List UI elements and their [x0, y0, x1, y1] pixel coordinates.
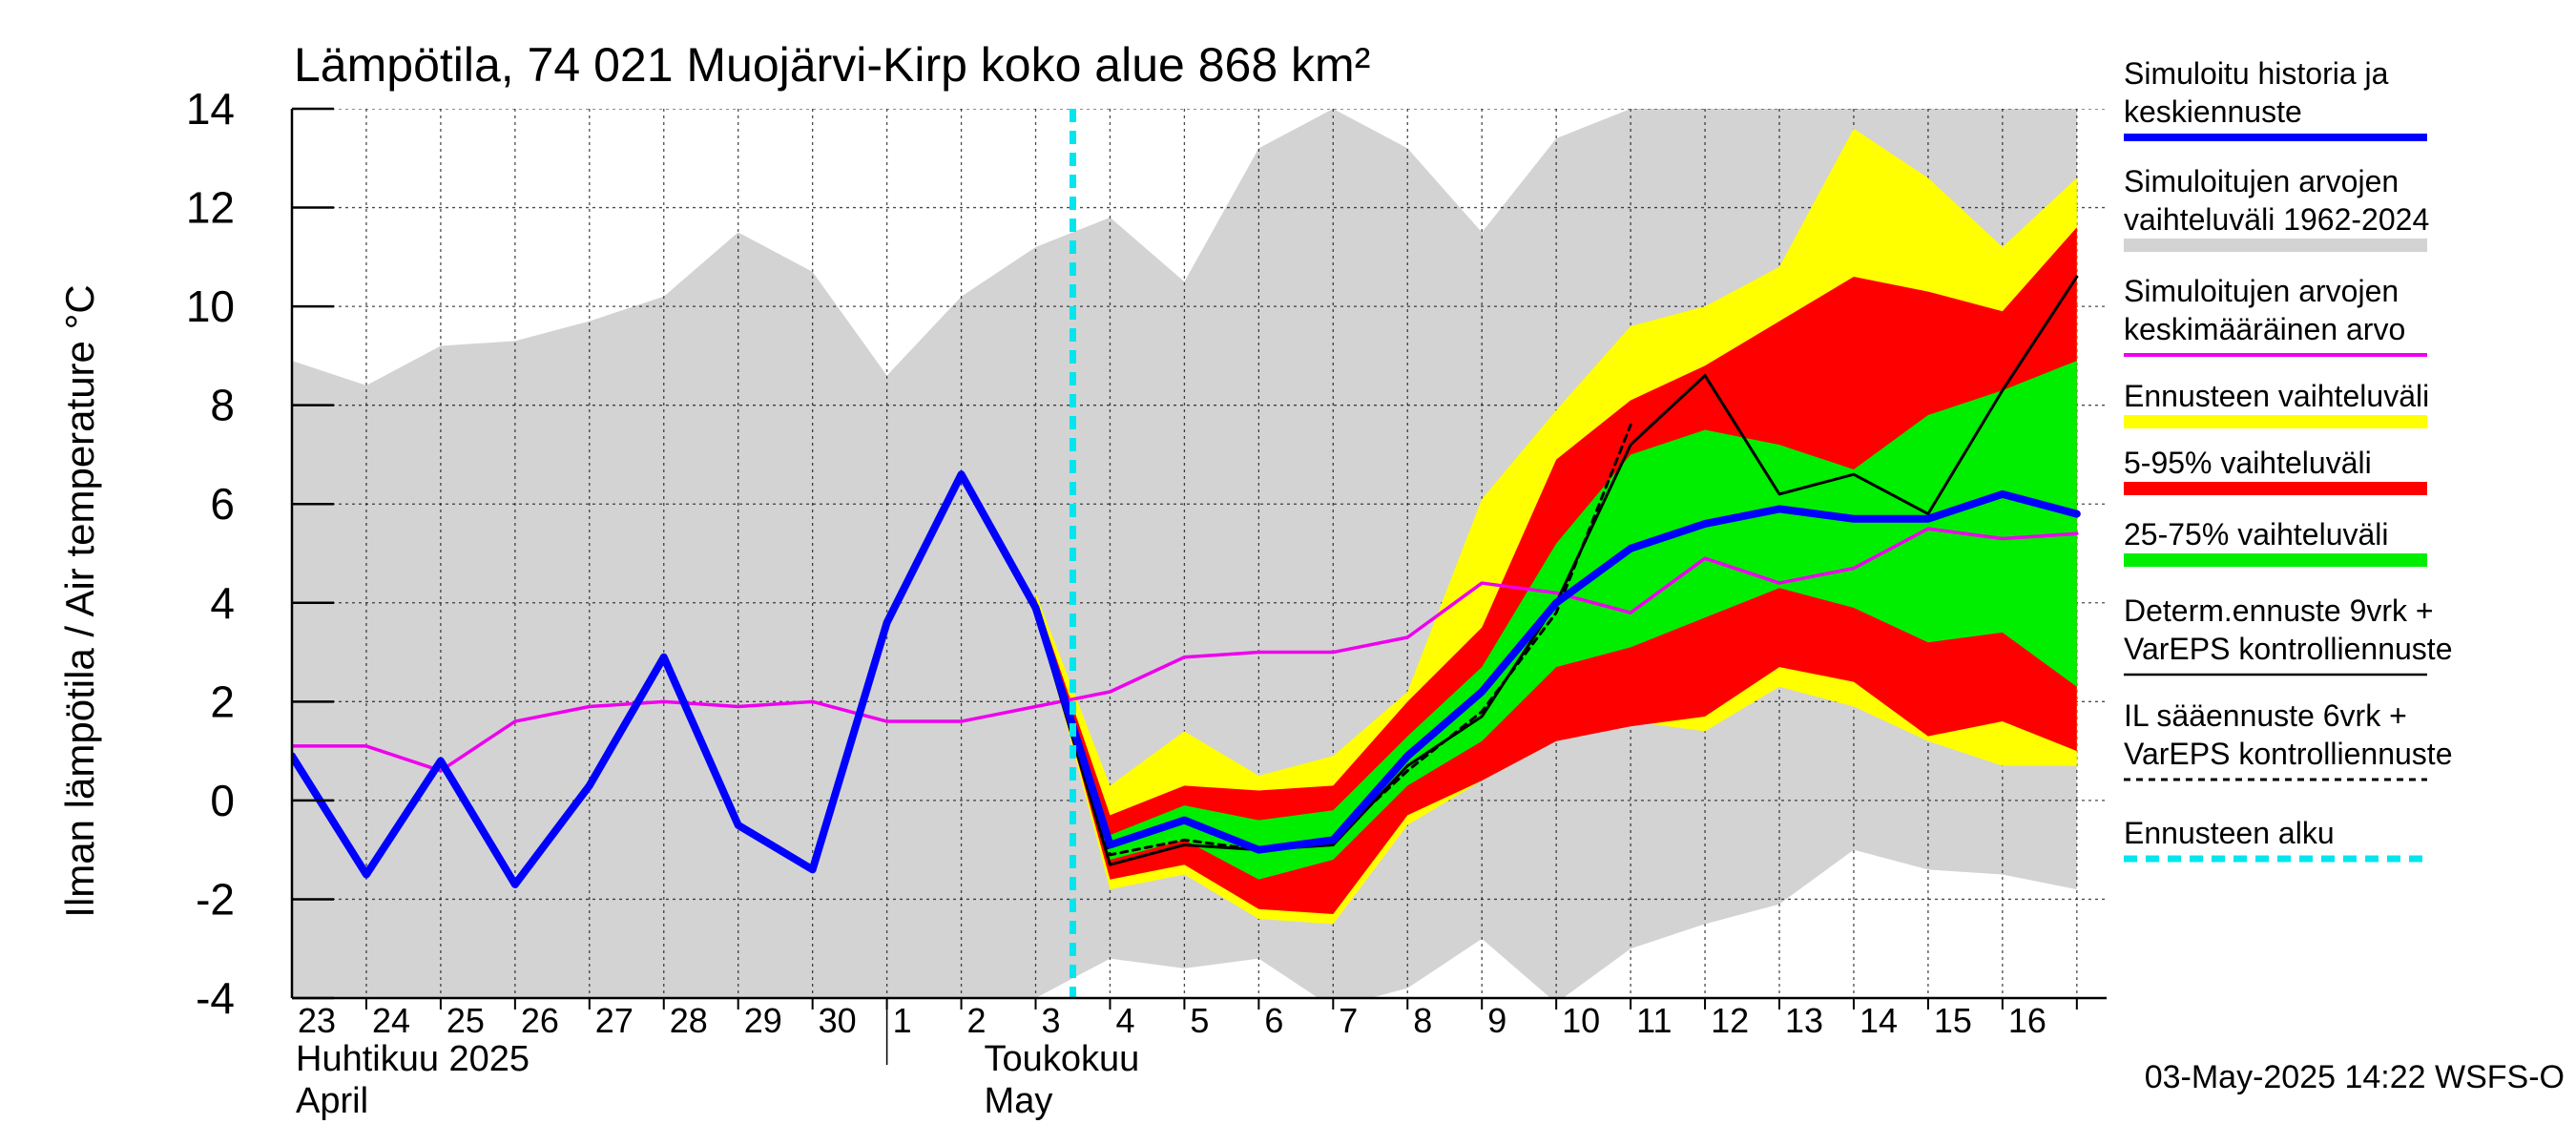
x-tick-label: 30	[819, 1001, 857, 1040]
x-tick-label: 16	[2008, 1001, 2046, 1040]
x-tick-label: 8	[1413, 1001, 1432, 1040]
x-tick-label: 11	[1636, 1001, 1672, 1040]
band-25-75	[1035, 361, 2077, 880]
determ-forecast-line	[960, 275, 2079, 866]
legend-label: Ennusteen alku	[2124, 816, 2335, 850]
y-tick-label: 10	[186, 281, 235, 331]
x-tick-label: 4	[1115, 1001, 1134, 1040]
y-tick-label: 2	[210, 677, 235, 726]
legend-label: VarEPS kontrolliennuste	[2124, 632, 2452, 666]
x-tick-label: 29	[744, 1001, 782, 1040]
legend-label: Simuloitujen arvojen	[2124, 274, 2399, 308]
month-label-en: April	[296, 1081, 368, 1121]
x-tick-label: 14	[1859, 1001, 1898, 1040]
y-axis-label: Ilman lämpötila / Air temperature °C	[57, 284, 102, 917]
x-tick-label: 1	[893, 1001, 912, 1040]
y-tick-label: -4	[196, 973, 235, 1023]
y-tick-label: 0	[210, 776, 235, 825]
legend-label: 5-95% vaihteluväli	[2124, 446, 2372, 480]
y-tick-label: -2	[196, 874, 235, 924]
x-tick-label: 2	[967, 1001, 987, 1040]
history-line	[292, 470, 2081, 888]
timestamp: 03-May-2025 14:22 WSFS-O	[2145, 1059, 2565, 1095]
legend-label: Ennusteen vaihteluväli	[2124, 379, 2429, 413]
y-tick-label: 4	[210, 578, 235, 628]
month-label: Huhtikuu 2025	[296, 1039, 530, 1079]
x-tick-label: 28	[670, 1001, 708, 1040]
x-tick-label: 24	[372, 1001, 410, 1040]
legend-label: keskiennuste	[2124, 94, 2302, 129]
mean-line	[292, 527, 2079, 773]
x-tick-label: 27	[595, 1001, 634, 1040]
legend-label: keskimääräinen arvo	[2124, 312, 2405, 346]
legend-label: VarEPS kontrolliennuste	[2124, 737, 2452, 771]
y-tick-label: 8	[210, 381, 235, 430]
legend-label: vaihteluväli 1962-2024	[2124, 202, 2429, 237]
x-tick-label: 23	[298, 1001, 336, 1040]
legend-label: Simuloitu historia ja	[2124, 56, 2389, 91]
legend-label: 25-75% vaihteluväli	[2124, 517, 2389, 552]
legend-label: IL sääennuste 6vrk +	[2124, 698, 2407, 733]
month-label: Toukokuu	[985, 1039, 1140, 1079]
legend-label: Simuloitujen arvojen	[2124, 164, 2399, 198]
x-tick-label: 13	[1785, 1001, 1823, 1040]
x-tick-label: 12	[1711, 1001, 1749, 1040]
y-tick-label: 12	[186, 183, 235, 233]
x-tick-label: 7	[1339, 1001, 1358, 1040]
x-tick-label: 5	[1190, 1001, 1209, 1040]
plot-content	[292, 109, 2107, 998]
x-tick-label: 6	[1264, 1001, 1283, 1040]
x-tick-label: 25	[447, 1001, 485, 1040]
x-tick-label: 15	[1934, 1001, 1972, 1040]
legend-label: Determ.ennuste 9vrk +	[2124, 593, 2434, 628]
plot-area	[292, 109, 2107, 998]
x-tick-label: 26	[521, 1001, 559, 1040]
month-label-en: May	[985, 1081, 1053, 1121]
y-tick-label: 14	[186, 84, 235, 134]
x-tick-label: 3	[1042, 1001, 1061, 1040]
y-tick-label: 6	[210, 479, 235, 529]
chart-title: Lämpötila, 74 021 Muojärvi-Kirp koko alu…	[294, 38, 1370, 92]
x-tick-label: 10	[1562, 1001, 1600, 1040]
x-tick-label: 9	[1487, 1001, 1506, 1040]
